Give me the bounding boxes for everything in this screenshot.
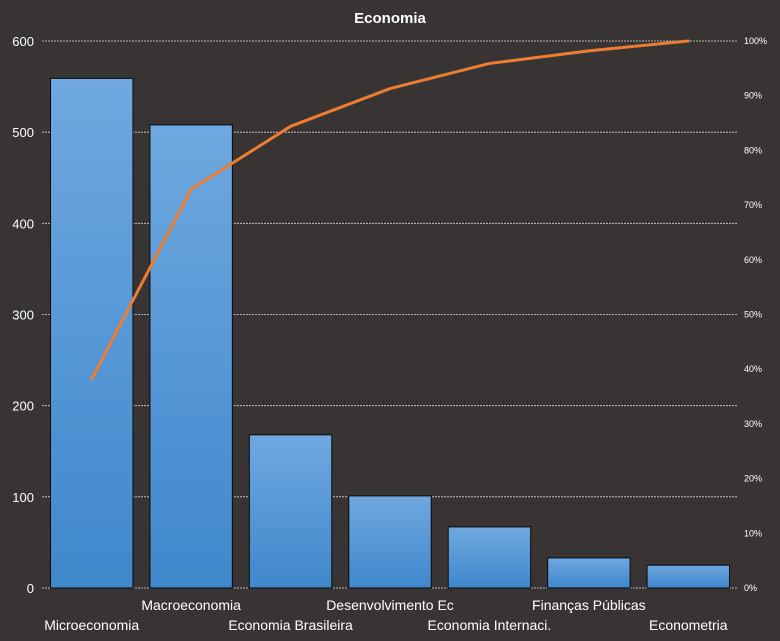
bar (248, 434, 333, 589)
y2-tick-label: 0% (744, 583, 757, 593)
bar (547, 557, 631, 589)
y2-tick-label: 20% (744, 474, 762, 484)
y2-tick-label: 80% (744, 145, 762, 155)
cumulative-series-line (90, 39, 690, 381)
bar (149, 124, 233, 589)
y2-tick-label: 70% (744, 200, 762, 210)
y2-tick-label: 100% (744, 36, 767, 46)
y2-tick-label: 30% (744, 419, 762, 429)
y-tick-label: 100 (12, 490, 34, 505)
y-tick-label: 200 (12, 399, 34, 414)
chart-title: Economia (354, 10, 426, 27)
y2-tick-label: 40% (744, 364, 762, 374)
y-axis-right: 0% 10% 20% 30% 40% 50% 60% 70% 80% 90% 100% (744, 36, 767, 593)
y-tick-label: 0 (27, 581, 34, 596)
x-tick-label: Economia Brasileira (228, 617, 353, 633)
bar (50, 77, 134, 589)
x-tick-label: Finanças Públicas (532, 597, 646, 613)
y2-tick-label: 50% (744, 310, 762, 320)
x-tick-label: Macroeconomia (141, 597, 241, 613)
x-tick-label: Desenvolvimento Ec (326, 597, 454, 613)
y-tick-label: 600 (12, 34, 34, 49)
bar (348, 495, 432, 589)
bar (447, 526, 532, 589)
bar (646, 564, 730, 589)
y-tick-label: 400 (12, 216, 34, 231)
x-tick-label: Econometria (649, 617, 728, 633)
x-tick-label: Economia Internaci. (428, 617, 552, 633)
y-tick-label: 500 (12, 125, 34, 140)
y2-tick-label: 90% (744, 91, 762, 101)
y-tick-label: 300 (12, 308, 34, 323)
y2-tick-label: 60% (744, 255, 762, 265)
y-axis-left: 0 100 200 300 400 500 600 (12, 34, 34, 596)
y2-tick-label: 10% (744, 528, 762, 538)
bars (50, 77, 730, 589)
cumulative-line (90, 39, 690, 381)
x-tick-label: Microeconomia (44, 617, 139, 633)
